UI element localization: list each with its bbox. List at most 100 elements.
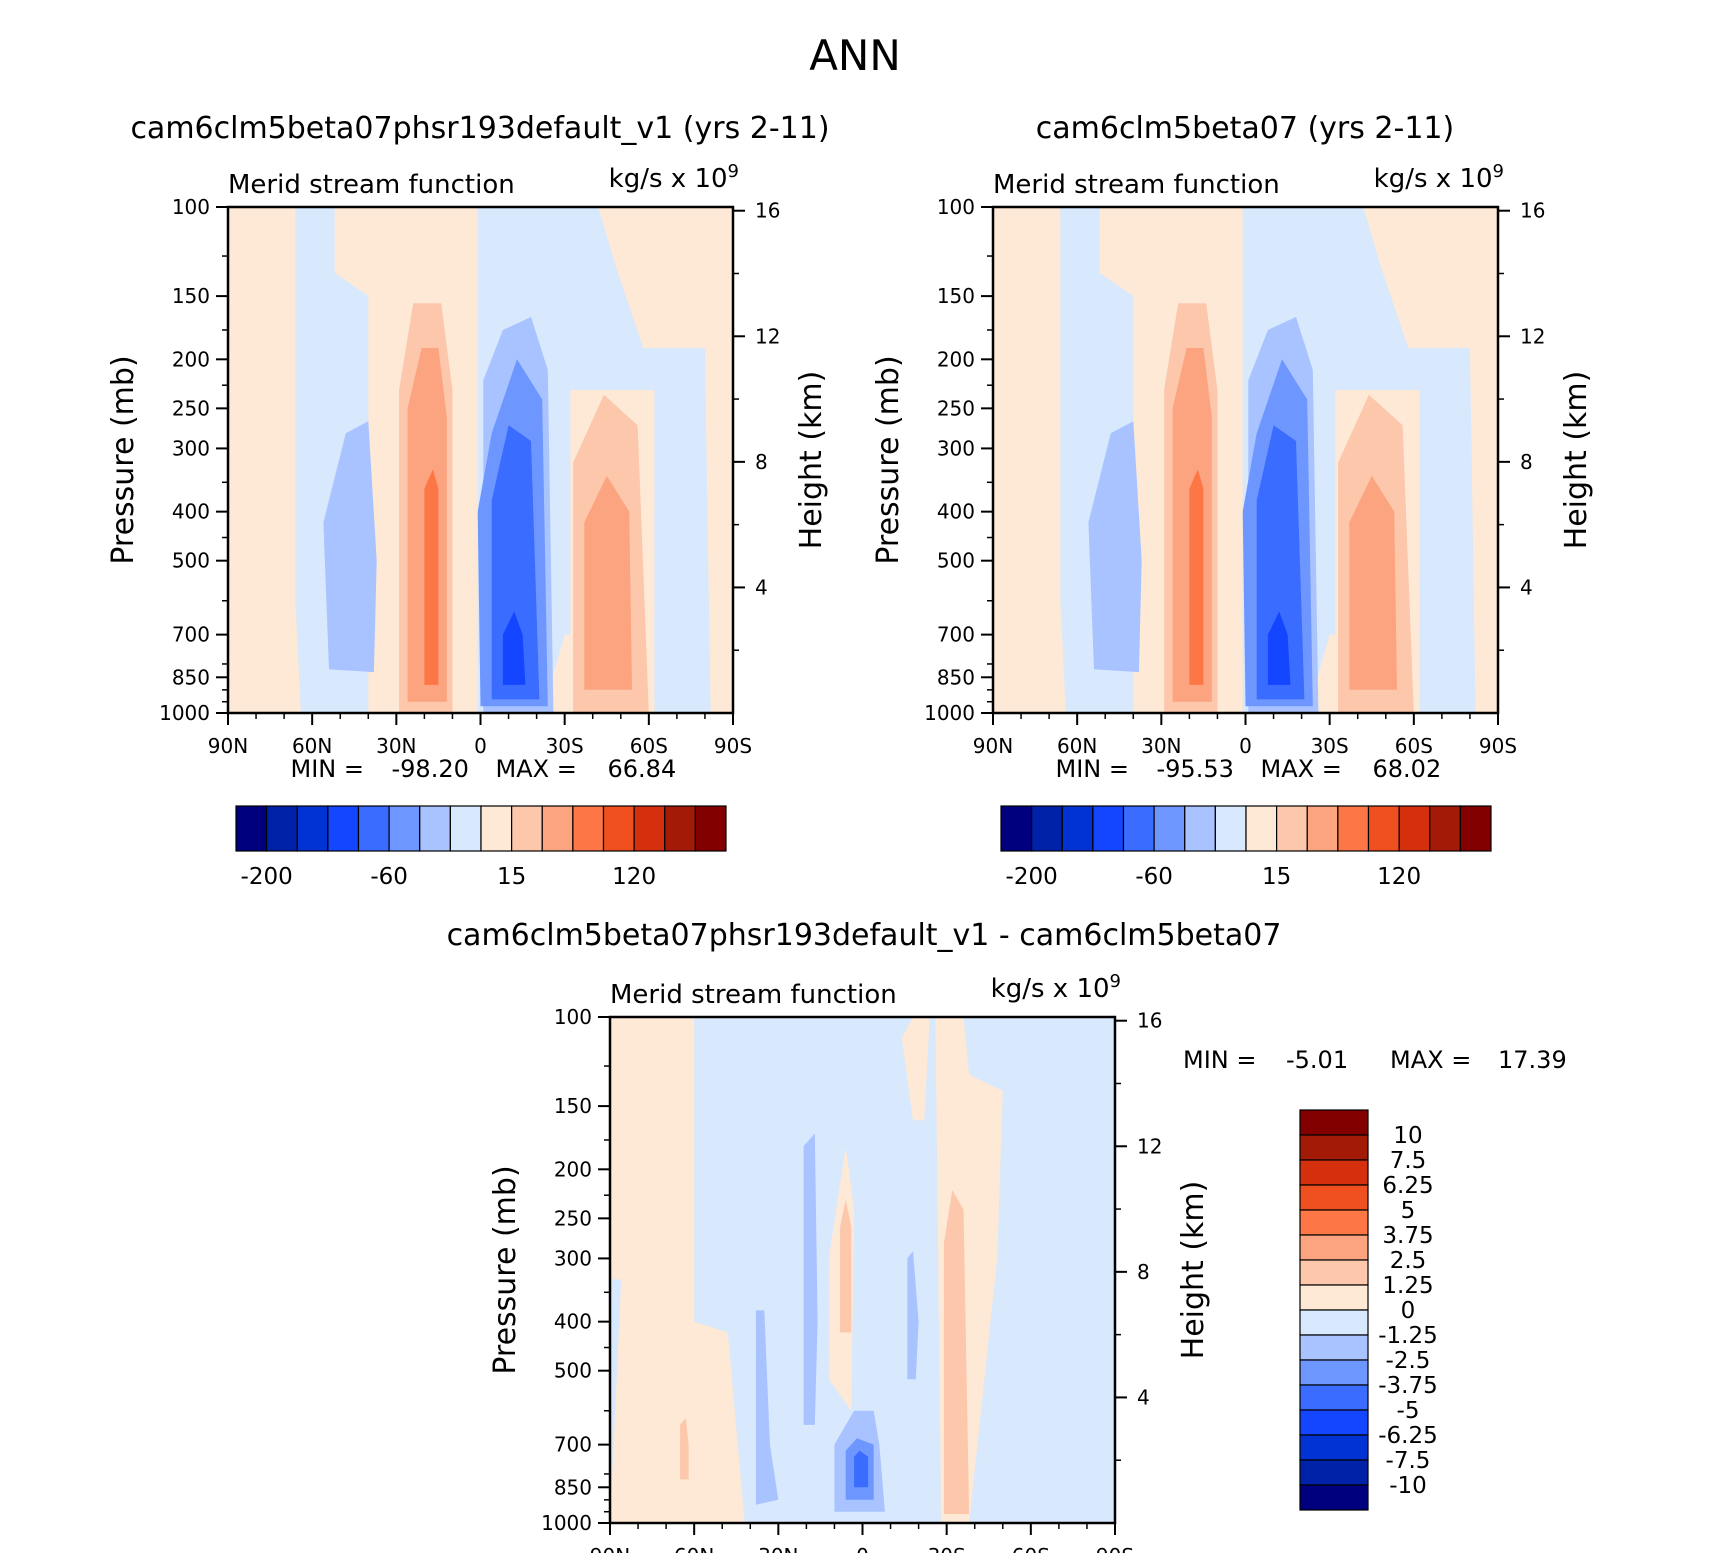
colorbar-swatch (1000, 805, 1033, 852)
colorbar-swatch (1299, 1484, 1369, 1511)
field-band-positive-pole (710, 207, 733, 713)
contour-field (610, 1017, 1115, 1523)
lat-tick-label: 60N (674, 1544, 714, 1553)
colorbar-top-right: -200 -60 15 120 (1000, 805, 1492, 890)
colorbar-swatch (1061, 805, 1094, 852)
colorbar-swatch (1306, 805, 1339, 852)
lat-tick-label: 30N (1141, 734, 1181, 758)
lat-tick-label: 90N (973, 734, 1013, 758)
pressure-tick-label: 850 (554, 1475, 592, 1499)
colorbar-label: 10 (1393, 1123, 1422, 1149)
field-cell-hadley-north-core (424, 469, 439, 685)
panel-units: kg/s x 109 (991, 971, 1121, 1004)
pressure-tick-label: 200 (172, 347, 210, 371)
max-label: MAX = (1261, 755, 1342, 783)
colorbar-swatch (1299, 1359, 1369, 1386)
field-cell-ferrel-north (323, 421, 377, 673)
pressure-tick-label: 300 (937, 436, 975, 460)
colorbar-label: 3.75 (1382, 1223, 1433, 1249)
colorbar-swatch (1398, 805, 1431, 852)
height-tick-label: 4 (1520, 575, 1533, 599)
ylabel-pressure: Pressure (mb) (488, 1165, 523, 1374)
panel-title: cam6clm5beta07phsr193default_v1 (yrs 2-1… (130, 111, 829, 146)
colorbar-swatch (1299, 1459, 1369, 1486)
min-value: -5.01 (1286, 1046, 1348, 1074)
panel-bottom: cam6clm5beta07phsr193default_v1 - cam6cl… (447, 918, 1567, 1553)
panel-units: kg/s x 109 (609, 161, 739, 194)
colorbar-swatch (541, 805, 574, 852)
diff-stripe-negative-3 (907, 1251, 919, 1380)
colorbar-swatch (1459, 805, 1492, 852)
pressure-tick-label: 300 (172, 436, 210, 460)
pressure-tick-label: 500 (172, 549, 210, 573)
colorbar-swatch (1031, 805, 1063, 852)
contour-field (228, 207, 733, 713)
panel-title: cam6clm5beta07 (yrs 2-11) (1036, 111, 1454, 146)
colorbar-label: 15 (1262, 864, 1291, 890)
max-label: MAX = (1390, 1046, 1471, 1074)
min-value: -98.20 (392, 755, 469, 783)
colorbar-label: -200 (1006, 864, 1058, 890)
pressure-tick-label: 250 (554, 1206, 592, 1230)
max-value: 68.02 (1373, 755, 1442, 783)
lat-tick-label: 90S (1096, 1544, 1134, 1553)
lat-tick-label: 30N (758, 1544, 798, 1553)
colorbar-swatch (419, 805, 451, 852)
colorbar-swatch (1276, 805, 1308, 852)
diff-tower-positive (943, 1190, 970, 1514)
ylabel-height: Height (km) (1559, 371, 1594, 550)
field-cell-hadley-south-core (1267, 611, 1291, 685)
panel-left-label: Merid stream function (228, 170, 515, 200)
colorbar-swatch (633, 805, 666, 852)
min-label: MIN = (1056, 755, 1129, 783)
height-tick-label: 12 (1137, 1134, 1162, 1158)
colorbar-swatch (1299, 1159, 1369, 1186)
panel-left-label: Merid stream function (610, 980, 897, 1010)
ylabel-height: Height (km) (1176, 1181, 1211, 1360)
lat-tick-label: 0 (1239, 734, 1252, 758)
colorbar-swatch (1299, 1309, 1369, 1336)
colorbar-label: 0 (1401, 1298, 1416, 1324)
lat-tick-label: 60S (1012, 1544, 1050, 1553)
pressure-tick-label: 500 (937, 549, 975, 573)
lat-tick-label: 60N (292, 734, 332, 758)
colorbar-label: -5 (1397, 1398, 1420, 1424)
colorbar-swatch (602, 805, 635, 852)
min-label: MIN = (1183, 1046, 1256, 1074)
diff-core-negative-inner (854, 1450, 869, 1488)
colorbar-swatch (1214, 805, 1247, 852)
pressure-tick-label: 200 (554, 1157, 592, 1181)
colorbar-swatch (1122, 805, 1155, 852)
lat-tick-label: 0 (474, 734, 487, 758)
pressure-tick-label: 1000 (924, 701, 975, 725)
colorbar-label: 120 (1377, 864, 1421, 890)
lat-tick-label: 0 (856, 1544, 869, 1553)
colorbar-swatch (511, 805, 543, 852)
colorbar-swatch (1299, 1209, 1369, 1236)
colorbar-label: 5 (1401, 1198, 1416, 1224)
field-cell-hadley-south-inner (1256, 425, 1305, 700)
lat-tick-label: 60S (1395, 734, 1433, 758)
lat-tick-label: 60S (630, 734, 668, 758)
colorbar-swatch (480, 805, 513, 852)
colorbar-label: -1.25 (1378, 1323, 1438, 1349)
panel-left-label: Merid stream function (993, 170, 1280, 200)
diff-stripe-negative-2 (803, 1133, 818, 1425)
colorbar-swatch (572, 805, 605, 852)
pressure-tick-label: 150 (937, 284, 975, 308)
pressure-tick-label: 100 (172, 195, 210, 219)
height-tick-label: 8 (1520, 450, 1533, 474)
colorbar-label: 120 (612, 864, 656, 890)
field-cell-ferrel-north (1088, 421, 1142, 673)
panel-units: kg/s x 109 (1374, 161, 1504, 194)
colorbar-label: -3.75 (1378, 1373, 1438, 1399)
ylabel-height: Height (km) (794, 371, 829, 550)
colorbar-swatch (1299, 1334, 1369, 1361)
panel-top-right: cam6clm5beta07 (yrs 2-11) Merid stream fu… (871, 111, 1594, 783)
colorbar-label: -2.5 (1386, 1348, 1431, 1374)
colorbar-swatch (1429, 805, 1461, 852)
panel-title: cam6clm5beta07phsr193default_v1 - cam6cl… (447, 918, 1282, 953)
colorbar-swatch (266, 805, 298, 852)
colorbar-label: -10 (1389, 1473, 1427, 1499)
